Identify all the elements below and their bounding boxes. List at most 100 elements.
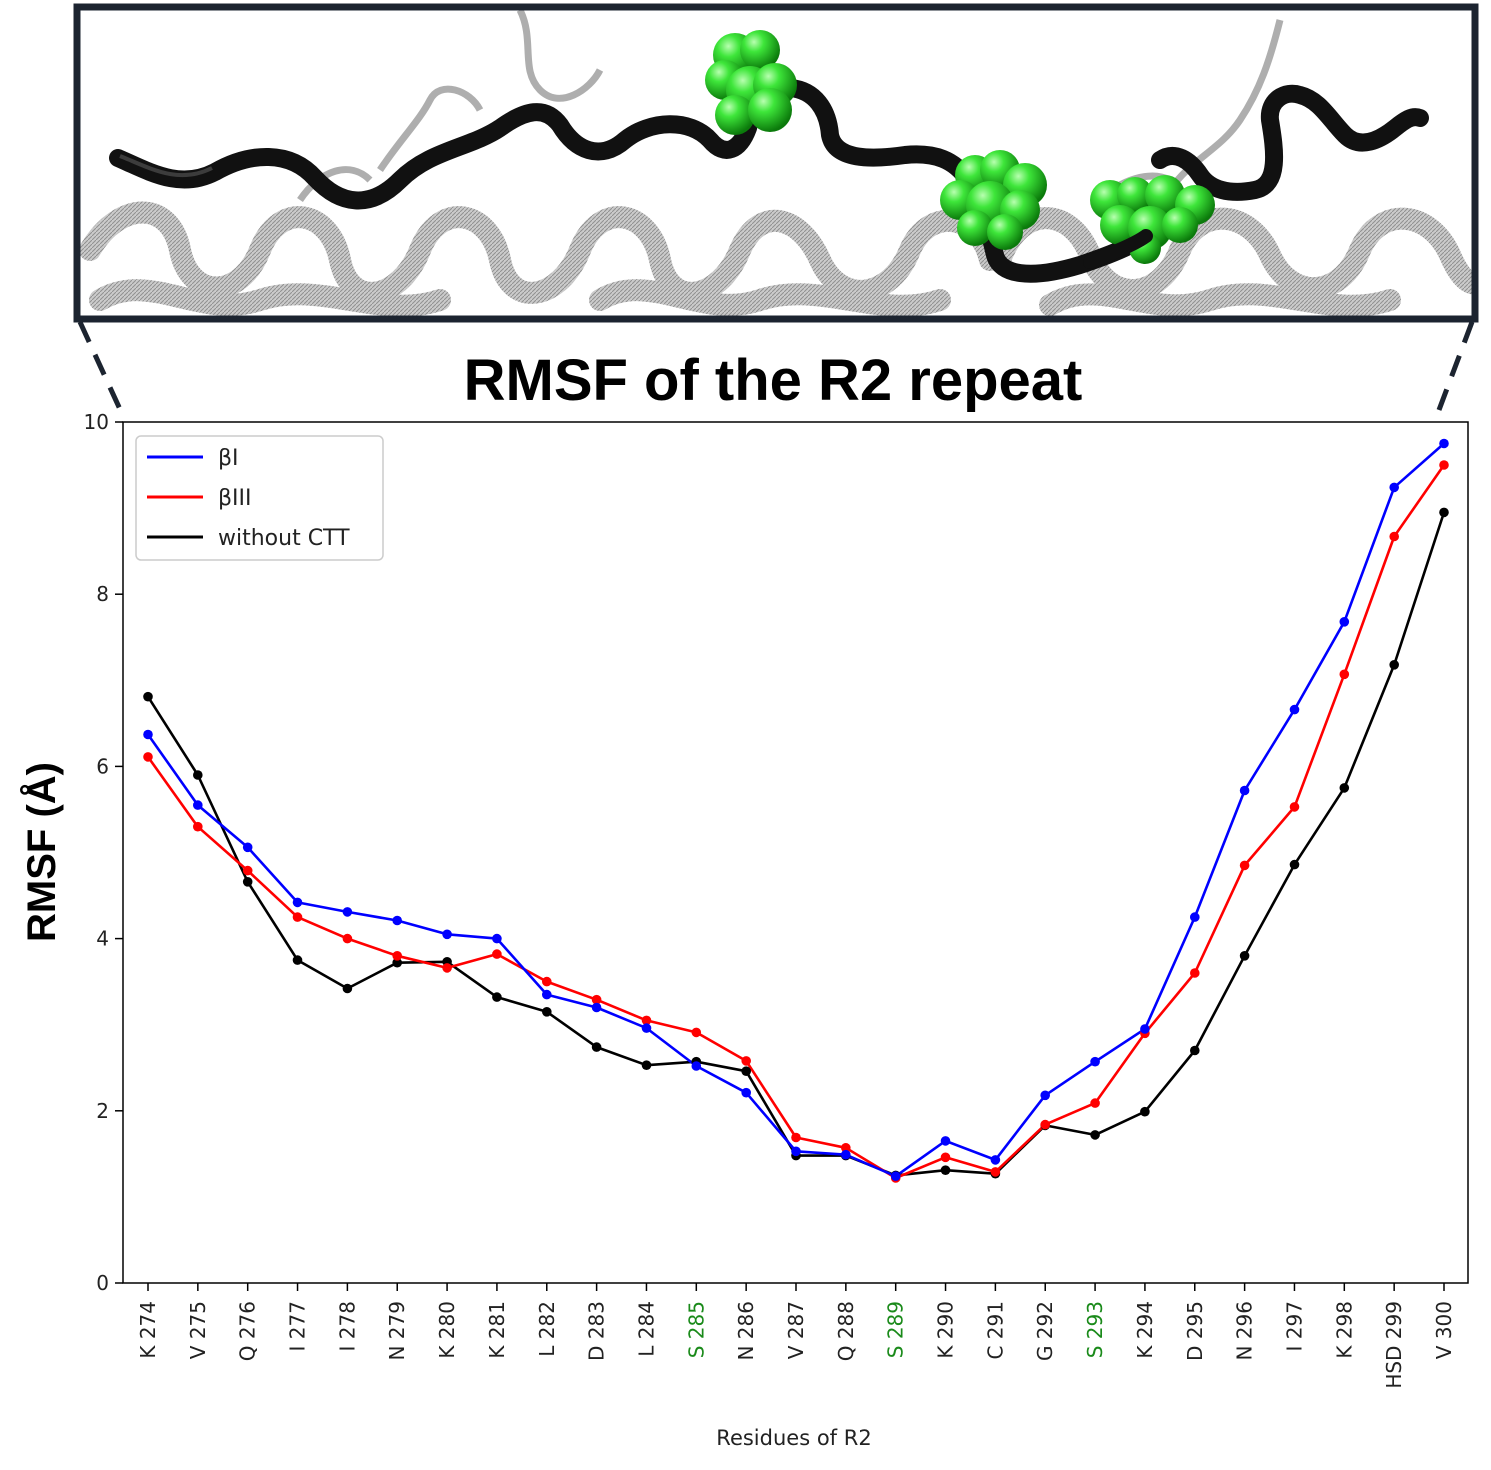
- x-tick-label: K 280: [435, 1301, 459, 1359]
- data-point: [143, 691, 153, 702]
- data-point: [193, 770, 203, 780]
- data-point: [492, 949, 502, 959]
- data-point: [1339, 669, 1350, 680]
- x-tick-label: K 290: [934, 1301, 958, 1359]
- data-point: [542, 1007, 552, 1017]
- data-point: [292, 955, 303, 965]
- data-point: [1040, 1090, 1050, 1101]
- data-point: [1190, 912, 1200, 922]
- data-point: [292, 897, 303, 908]
- data-point: [1389, 660, 1399, 670]
- y-tick-label: 0: [96, 1271, 109, 1295]
- y-tick-label: 4: [96, 927, 109, 951]
- highlighted-residue-icon: [705, 30, 797, 135]
- data-point: [392, 915, 403, 926]
- chart-title: RMSF of the R2 repeat: [464, 348, 1083, 413]
- data-point: [542, 989, 552, 1000]
- x-tick-label: S 289: [884, 1301, 908, 1358]
- data-point: [741, 1056, 751, 1066]
- data-point: [193, 821, 203, 832]
- x-tick-label: N 296: [1233, 1301, 1257, 1361]
- data-point: [1389, 531, 1399, 542]
- data-point: [691, 1061, 702, 1071]
- data-point: [1339, 617, 1350, 627]
- data-point: [940, 1152, 951, 1163]
- data-point: [342, 907, 353, 917]
- x-tick-label: I 277: [286, 1301, 310, 1351]
- series-line: [146, 511, 1446, 1177]
- data-point: [641, 1015, 652, 1026]
- data-point: [1289, 704, 1300, 715]
- legend-label-biii: βIII: [218, 486, 252, 511]
- y-tick-label: 10: [84, 410, 109, 434]
- data-point: [342, 933, 353, 944]
- data-point: [193, 800, 203, 810]
- x-axis-label: Residues of R2: [716, 1426, 871, 1450]
- x-tick-label: N 286: [734, 1301, 758, 1361]
- x-tick-label: D 283: [585, 1301, 609, 1361]
- data-point: [791, 1146, 801, 1157]
- data-point: [242, 877, 253, 887]
- highlighted-residue-icon: [1090, 175, 1215, 264]
- series-line: [146, 464, 1446, 1180]
- data-point: [741, 1066, 751, 1076]
- data-point: [143, 729, 153, 740]
- data-point: [1289, 802, 1300, 812]
- data-point: [1439, 460, 1449, 470]
- y-tick-label: 2: [96, 1099, 109, 1123]
- x-tick-label: Q 288: [834, 1301, 858, 1361]
- x-tick-label: K 281: [485, 1301, 509, 1359]
- x-tick-label: G 292: [1033, 1301, 1057, 1361]
- data-point: [641, 1060, 652, 1070]
- data-point: [591, 994, 602, 1005]
- x-tick-label: L 282: [535, 1301, 559, 1357]
- data-point: [1239, 785, 1250, 796]
- data-point: [1190, 1045, 1200, 1056]
- x-tick-label: L 284: [634, 1301, 658, 1357]
- data-point: [591, 1002, 602, 1013]
- data-point: [1289, 859, 1300, 870]
- data-point: [990, 1167, 1001, 1177]
- data-point: [890, 1171, 901, 1181]
- data-point: [442, 929, 452, 940]
- y-axis-label: RMSF (Å): [19, 762, 64, 942]
- highlighted-residue-icon: [940, 150, 1047, 250]
- data-point: [1389, 482, 1399, 493]
- plot-area: 0 2 4 6 8 10 K 274 V 275 Q 276 I 277 I 278 N 279 K 2…: [84, 410, 1469, 1389]
- legend-label-bi: βI: [218, 446, 239, 471]
- x-tick-label: V 287: [784, 1301, 808, 1359]
- data-point: [1140, 1024, 1150, 1034]
- x-tick-label: K 294: [1133, 1301, 1157, 1359]
- data-point: [392, 951, 403, 961]
- data-point: [1339, 783, 1350, 793]
- legend-label-without-ctt: without CTT: [218, 526, 350, 551]
- x-tick-label: C 291: [983, 1301, 1007, 1360]
- data-point: [1439, 438, 1449, 449]
- data-point: [143, 752, 153, 762]
- x-tick-label: S 285: [684, 1301, 708, 1358]
- data-point: [492, 933, 502, 944]
- data-point: [542, 976, 552, 987]
- x-tick-label: Q 276: [236, 1301, 260, 1361]
- data-point: [1090, 1130, 1100, 1140]
- x-tick-label: V 300: [1432, 1301, 1456, 1359]
- data-point: [1040, 1119, 1050, 1130]
- data-point: [741, 1087, 751, 1098]
- data-point: [1140, 1106, 1150, 1117]
- data-point: [242, 842, 253, 853]
- data-point: [492, 992, 502, 1002]
- x-tick-label: I 297: [1282, 1301, 1306, 1351]
- zoom-connector: [77, 320, 1475, 420]
- data-point: [242, 865, 253, 876]
- x-tick-label: D 295: [1183, 1301, 1207, 1361]
- data-point: [1090, 1098, 1100, 1108]
- data-point: [342, 983, 353, 994]
- data-point: [940, 1136, 951, 1146]
- x-tick-label: S 293: [1083, 1301, 1107, 1358]
- data-point: [1239, 951, 1250, 961]
- x-tick-label: N 279: [385, 1301, 409, 1361]
- data-point: [292, 912, 303, 922]
- legend: βI βIII without CTT: [135, 435, 384, 561]
- data-point: [1190, 968, 1200, 978]
